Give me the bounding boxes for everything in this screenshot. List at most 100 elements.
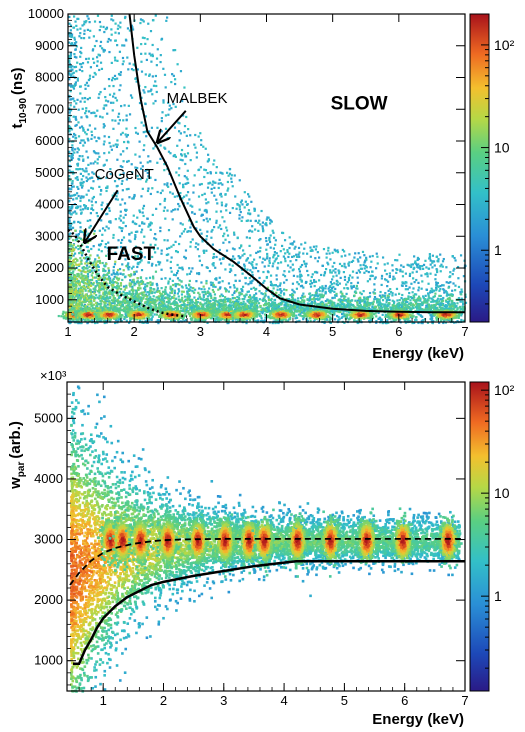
heat-cell	[132, 197, 135, 200]
heat-cell	[160, 293, 163, 296]
heat-cell	[93, 136, 96, 139]
heat-cell	[236, 202, 239, 206]
heat-cell	[131, 287, 134, 290]
heat-cell	[219, 286, 222, 289]
heat-cell	[170, 256, 173, 259]
heat-cell	[128, 196, 131, 199]
heat-cell	[224, 268, 227, 271]
heat-cell	[220, 262, 223, 265]
heat-cell	[434, 278, 437, 281]
heat-cell	[330, 310, 333, 313]
heat-cell	[76, 178, 79, 181]
heat-cell	[283, 275, 287, 278]
heat-cell	[141, 36, 145, 39]
heat-cell	[104, 287, 107, 290]
heat-cell	[129, 309, 132, 312]
heat-cell	[113, 92, 116, 95]
heat-cell	[451, 289, 454, 292]
heat-cell	[227, 187, 230, 190]
heat-cell	[95, 279, 98, 283]
heat-cell	[295, 259, 298, 262]
heat-cell	[71, 179, 74, 183]
heat-cell	[177, 174, 181, 177]
heat-cell	[304, 307, 307, 310]
heat-cell	[99, 308, 102, 311]
heat-cell	[291, 243, 294, 246]
heat-cell	[174, 105, 177, 108]
heat-cell	[154, 232, 157, 236]
heat-cell	[196, 248, 199, 251]
heat-cell	[347, 297, 350, 300]
heat-cell	[113, 302, 116, 305]
heat-cell	[156, 126, 159, 129]
heat-cell	[445, 294, 448, 297]
heat-cell	[157, 302, 160, 306]
heat-cell	[217, 226, 220, 229]
heat-cell	[89, 291, 93, 294]
heat-cell	[230, 177, 233, 180]
heat-cell	[116, 299, 120, 302]
heat-cell	[302, 292, 305, 295]
heat-cell	[136, 166, 139, 170]
heat-cell	[156, 190, 159, 194]
heat-cell	[87, 78, 91, 82]
heat-cell	[203, 192, 206, 195]
heat-cell	[122, 119, 125, 122]
heat-cell	[72, 26, 76, 29]
heat-cell	[456, 307, 459, 310]
heat-cell	[81, 168, 84, 171]
heat-cell	[251, 260, 254, 264]
heat-cell	[102, 123, 105, 126]
heat-cell	[140, 195, 143, 198]
heat-cell	[68, 227, 71, 230]
heat-cell	[127, 141, 130, 144]
heat-cell	[264, 300, 268, 303]
heat-cell	[329, 318, 332, 321]
heat-cell	[71, 146, 74, 150]
heat-cell	[265, 248, 268, 251]
heat-cell	[281, 319, 284, 322]
heat-cell	[180, 153, 183, 156]
heat-cell	[141, 293, 144, 297]
heat-cell	[266, 216, 269, 219]
heat-cell	[189, 226, 192, 229]
heat-cell	[92, 261, 95, 264]
heat-cell	[100, 287, 103, 290]
heat-cell	[201, 319, 204, 322]
heat-cell	[117, 239, 120, 242]
heat-cell	[386, 280, 390, 283]
heat-cell	[120, 229, 123, 233]
heat-cell	[73, 284, 76, 288]
heat-cell	[200, 143, 203, 146]
heat-cell	[166, 209, 169, 212]
heat-cell	[221, 183, 224, 186]
heat-cell	[228, 241, 231, 244]
heat-cell	[149, 30, 153, 33]
heat-cell	[68, 41, 71, 44]
heat-cell	[163, 197, 167, 201]
heat-cell	[302, 252, 305, 255]
heat-cell	[104, 299, 107, 303]
heat-cell	[116, 59, 119, 62]
heat-cell	[170, 80, 173, 84]
heat-cell	[229, 298, 232, 301]
heat-cell	[108, 50, 111, 54]
heat-cell	[241, 254, 244, 257]
heat-cell	[139, 250, 142, 253]
heat-cell	[393, 277, 396, 280]
heat-cell	[102, 48, 105, 51]
heat-cell	[168, 108, 171, 111]
heat-cell	[173, 195, 176, 198]
heat-cell	[125, 188, 128, 191]
heat-cell	[97, 269, 100, 272]
heat-cell	[87, 189, 90, 192]
heat-cell	[112, 271, 115, 275]
heat-cell	[101, 288, 104, 291]
heat-cell	[329, 258, 332, 261]
heat-cell	[193, 296, 196, 299]
heat-cell	[255, 301, 258, 304]
heat-cell	[84, 83, 87, 87]
heat-cell	[78, 126, 82, 129]
heat-cell	[148, 73, 151, 76]
heat-cell	[401, 275, 405, 278]
